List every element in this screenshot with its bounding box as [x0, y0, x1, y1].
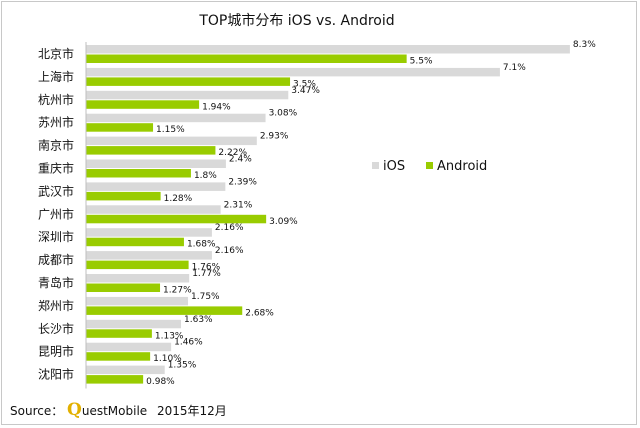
- android-bar: [86, 191, 161, 201]
- ios-bar: [86, 136, 257, 146]
- android-bar: [86, 146, 216, 155]
- android-value-label: 2.22%: [218, 148, 247, 158]
- ios-bar: [86, 296, 189, 306]
- ios-bar: [86, 67, 500, 77]
- source-note: Source： QuestMobile 2015年12月: [10, 400, 227, 420]
- android-bar: [86, 306, 243, 315]
- source-brand: uestMobile: [81, 404, 148, 418]
- android-value-label: 1.8%: [194, 171, 217, 181]
- android-bar: [86, 375, 144, 384]
- ios-value-label: 1.35%: [168, 361, 197, 371]
- ios-bar: [86, 159, 226, 168]
- android-value-label: 2.68%: [245, 308, 274, 318]
- questmobile-logo-q: Q: [67, 400, 82, 420]
- android-bar: [86, 123, 154, 132]
- ios-bar: [86, 90, 289, 100]
- android-value-label: 0.98%: [146, 377, 175, 387]
- android-value-label: 5.5%: [410, 57, 433, 67]
- android-bar: [86, 329, 152, 338]
- android-bar: [86, 352, 151, 361]
- category-label: 苏州市: [38, 115, 74, 130]
- source-date: 2015年12月: [157, 404, 227, 418]
- legend-label: iOS: [383, 159, 405, 174]
- category-label: 沈阳市: [38, 367, 74, 382]
- android-value-label: 1.27%: [163, 286, 192, 296]
- ios-bar: [86, 319, 182, 329]
- category-label: 上海市: [38, 69, 74, 84]
- ios-value-label: 2.39%: [228, 177, 257, 187]
- category-label: 北京市: [38, 46, 74, 61]
- android-bar: [86, 214, 267, 224]
- ios-bar: [86, 251, 212, 260]
- ios-value-label: 1.63%: [184, 315, 213, 325]
- ios-value-label: 2.16%: [215, 246, 244, 256]
- android-value-label: 1.15%: [156, 125, 185, 135]
- android-bar: [86, 283, 161, 292]
- category-label: 成都市: [38, 252, 74, 267]
- legend-swatch: [372, 162, 379, 169]
- android-value-label: 1.94%: [202, 102, 231, 112]
- category-label: 广州市: [38, 206, 74, 221]
- android-value-label: 1.76%: [192, 263, 221, 273]
- android-bar: [86, 54, 407, 63]
- ios-bar: [86, 274, 190, 283]
- android-bar: [86, 77, 291, 86]
- android-value-label: 1.13%: [155, 331, 184, 341]
- ios-value-label: 7.1%: [503, 63, 526, 73]
- android-bar: [86, 100, 200, 109]
- category-label: 昆明市: [38, 344, 74, 359]
- legend-label: Android: [437, 159, 487, 174]
- category-label: 武汉市: [38, 183, 74, 198]
- ios-value-label: 2.16%: [215, 223, 244, 233]
- ios-bar: [86, 342, 172, 352]
- ios-value-label: 1.75%: [191, 292, 220, 302]
- android-value-label: 1.68%: [187, 240, 216, 250]
- ios-value-label: 2.93%: [260, 132, 289, 142]
- ios-value-label: 3.08%: [269, 109, 298, 119]
- legend: iOS Android: [372, 159, 487, 174]
- android-value-label: 1.10%: [153, 354, 182, 364]
- ios-bar: [86, 45, 570, 54]
- ios-value-label: 1.77%: [192, 269, 221, 279]
- category-label: 长沙市: [38, 321, 74, 336]
- android-value-label: 3.09%: [269, 217, 298, 227]
- category-label: 郑州市: [38, 298, 74, 313]
- category-label: 深圳市: [38, 229, 74, 244]
- ios-bar: [86, 365, 165, 375]
- ios-bar: [86, 182, 226, 191]
- ios-value-label: 3.47%: [291, 86, 320, 96]
- category-label: 杭州市: [38, 92, 74, 107]
- android-bar: [86, 237, 184, 247]
- ios-bar: [86, 113, 266, 123]
- source-prefix: Source：: [10, 404, 64, 418]
- ios-bar: [86, 205, 221, 214]
- ios-value-label: 8.3%: [573, 40, 596, 50]
- ios-value-label: 2.4%: [229, 155, 252, 165]
- android-value-label: 3.5%: [293, 79, 316, 89]
- chart-title: TOP城市分布 iOS vs. Android: [198, 12, 394, 29]
- android-bar: [86, 169, 191, 178]
- legend-swatch: [426, 162, 433, 169]
- android-bar: [86, 260, 189, 270]
- category-label: 青岛市: [38, 275, 74, 290]
- ios-value-label: 2.31%: [224, 200, 253, 210]
- android-value-label: 1.28%: [164, 194, 193, 204]
- category-label: 南京市: [38, 138, 74, 153]
- ios-bar: [86, 228, 212, 237]
- category-label: 重庆市: [38, 161, 74, 176]
- ios-value-label: 1.46%: [174, 338, 203, 348]
